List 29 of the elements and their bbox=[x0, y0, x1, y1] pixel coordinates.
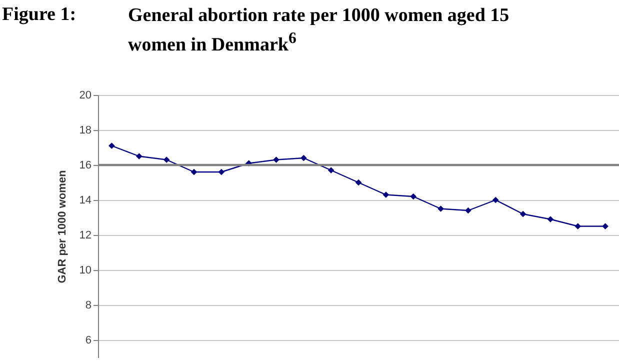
point bbox=[163, 156, 170, 163]
point bbox=[300, 154, 307, 162]
point bbox=[492, 196, 499, 204]
point bbox=[547, 216, 554, 222]
point bbox=[520, 210, 526, 218]
y-tick-label: 18 bbox=[79, 124, 92, 136]
point bbox=[190, 168, 198, 176]
point bbox=[410, 193, 417, 200]
point bbox=[136, 153, 142, 160]
y-tick-label: 14 bbox=[79, 194, 92, 206]
point bbox=[328, 167, 334, 174]
point bbox=[273, 156, 280, 163]
y-axis-title: GAR per 1000 women bbox=[56, 170, 68, 284]
y-tick-label: 10 bbox=[79, 264, 92, 276]
point bbox=[218, 168, 225, 176]
chart-title: General abortion rate per 1000 women aged 15 women in Denmark$^{6}$ bbox=[128, 4, 510, 56]
caption: Figure 1: bbox=[2, 4, 76, 26]
point bbox=[108, 142, 115, 149]
point bbox=[574, 223, 582, 230]
y-tick-label: 6 bbox=[85, 334, 92, 346]
point bbox=[382, 192, 390, 198]
point bbox=[438, 206, 444, 212]
point bbox=[602, 223, 608, 230]
y-tick-label: 16 bbox=[79, 160, 92, 172]
point bbox=[465, 207, 472, 214]
y-tick-label: 20 bbox=[79, 90, 92, 102]
y-tick-label: 8 bbox=[85, 300, 92, 312]
y-tick-label: 12 bbox=[79, 230, 92, 242]
point bbox=[355, 179, 362, 186]
